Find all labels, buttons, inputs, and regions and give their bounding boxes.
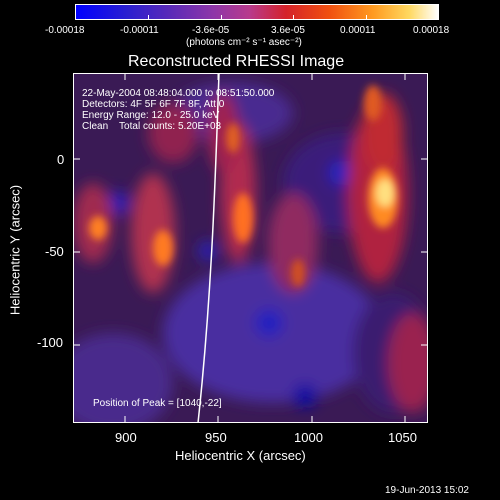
x-tick-label: 1000 [294,430,323,445]
y-tick-label: -50 [45,244,64,259]
colorbar-tick-label: 3.6e-05 [271,25,305,36]
rhessi-image [73,73,428,423]
colorbar-ticks [75,15,439,20]
x-tick-label: 1050 [388,430,417,445]
colorbar-units: (photons cm⁻² s⁻¹ asec⁻²) [186,37,302,48]
y-tick-label: -100 [37,335,64,350]
y-axis-title: Heliocentric Y (arcsec) [7,184,23,316]
peak-position-label: Position of Peak = [1040,-22] [93,398,222,409]
colorbar [75,4,439,20]
x-axis-title: Heliocentric X (arcsec) [175,448,306,463]
colorbar-tick-label: 0.00018 [413,25,450,36]
colorbar-tick-label: -3.6e-05 [192,25,230,36]
colorbar-tick-label: 0.00011 [340,25,376,36]
header-line-energy: Energy Range: 12.0 - 25.0 keV [82,110,220,121]
x-tick-label: 900 [115,430,137,445]
colorbar-tick-label: -0.00011 [120,25,159,36]
header-line-detectors: Detectors: 4F 5F 6F 7F 8F, Att 0 [82,99,225,110]
colorbar-tick-label: -0.00018 [45,25,85,36]
footer-timestamp: 19-Jun-2013 15:02 [385,485,469,496]
image-title: Reconstructed RHESSI Image [128,53,345,70]
header-line-counts: Clean Total counts: 5.20E+03 [82,121,222,132]
header-line-time: 22-May-2004 08:48:04.000 to 08:51:50.000 [82,88,275,99]
x-tick-label: 950 [205,430,227,445]
y-tick-label: 0 [57,152,65,167]
